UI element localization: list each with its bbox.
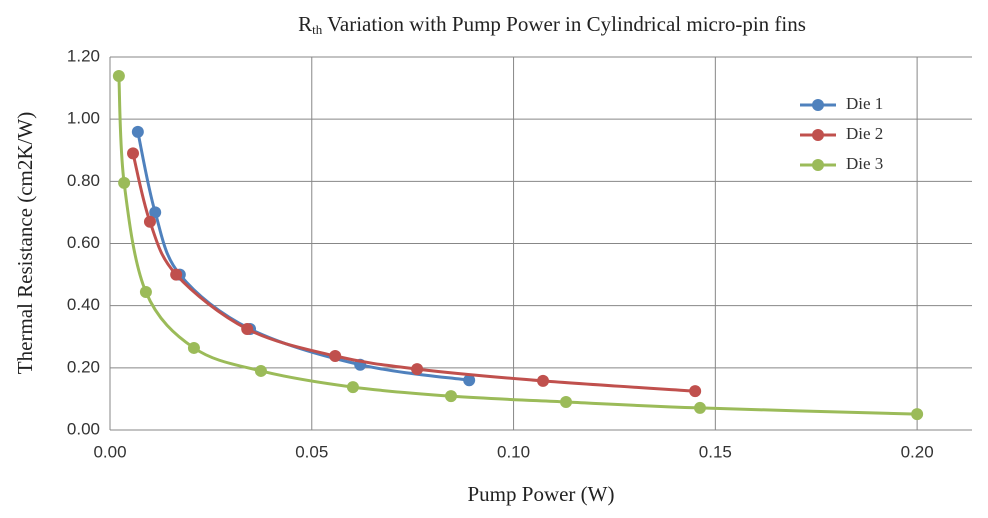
data-point <box>411 363 424 376</box>
legend-label: Die 3 <box>846 154 883 173</box>
y-tick-label: 0.40 <box>67 295 100 314</box>
data-point <box>254 364 267 377</box>
chart-title: Rth Variation with Pump Power in Cylindr… <box>298 12 806 37</box>
data-point <box>187 341 200 354</box>
data-point <box>560 396 573 409</box>
data-point <box>445 390 458 403</box>
y-tick-label: 0.80 <box>67 171 100 190</box>
legend-label: Die 1 <box>846 94 883 113</box>
legend-label: Die 2 <box>846 124 883 143</box>
legend-marker <box>812 99 824 111</box>
y-tick-label: 0.20 <box>67 357 100 376</box>
series-line <box>117 75 918 416</box>
title-main: R <box>298 12 312 36</box>
data-point <box>241 322 254 335</box>
y-tick-label: 0.00 <box>67 419 100 438</box>
data-point <box>118 176 131 189</box>
x-tick-label: 0.10 <box>497 442 530 461</box>
data-point <box>149 206 162 219</box>
title-subscript: th <box>312 22 323 37</box>
x-tick-label: 0.00 <box>93 442 126 461</box>
x-axis-title: Pump Power (W) <box>468 482 615 506</box>
y-tick-label: 1.20 <box>67 46 100 65</box>
series-line <box>131 152 696 393</box>
data-point <box>131 125 144 138</box>
x-tick-label: 0.05 <box>295 442 328 461</box>
data-point <box>537 374 550 387</box>
y-axis-title: Thermal Resistance (cm2K/W) <box>13 112 37 374</box>
data-point <box>143 215 156 228</box>
data-point <box>694 401 707 414</box>
data-point <box>112 69 125 82</box>
data-point <box>463 374 476 387</box>
data-point <box>170 268 183 281</box>
x-tick-label: 0.20 <box>901 442 934 461</box>
data-point <box>329 350 342 363</box>
data-point <box>127 147 140 160</box>
data-point <box>911 408 924 421</box>
y-tick-label: 0.60 <box>67 233 100 252</box>
title-rest: Variation with Pump Power in Cylindrical… <box>322 12 806 36</box>
data-point <box>139 285 152 298</box>
legend-marker <box>812 159 824 171</box>
legend-marker <box>812 129 824 141</box>
y-tick-label: 1.00 <box>67 109 100 128</box>
data-point <box>689 385 702 398</box>
data-point <box>346 381 359 394</box>
x-tick-label: 0.15 <box>699 442 732 461</box>
